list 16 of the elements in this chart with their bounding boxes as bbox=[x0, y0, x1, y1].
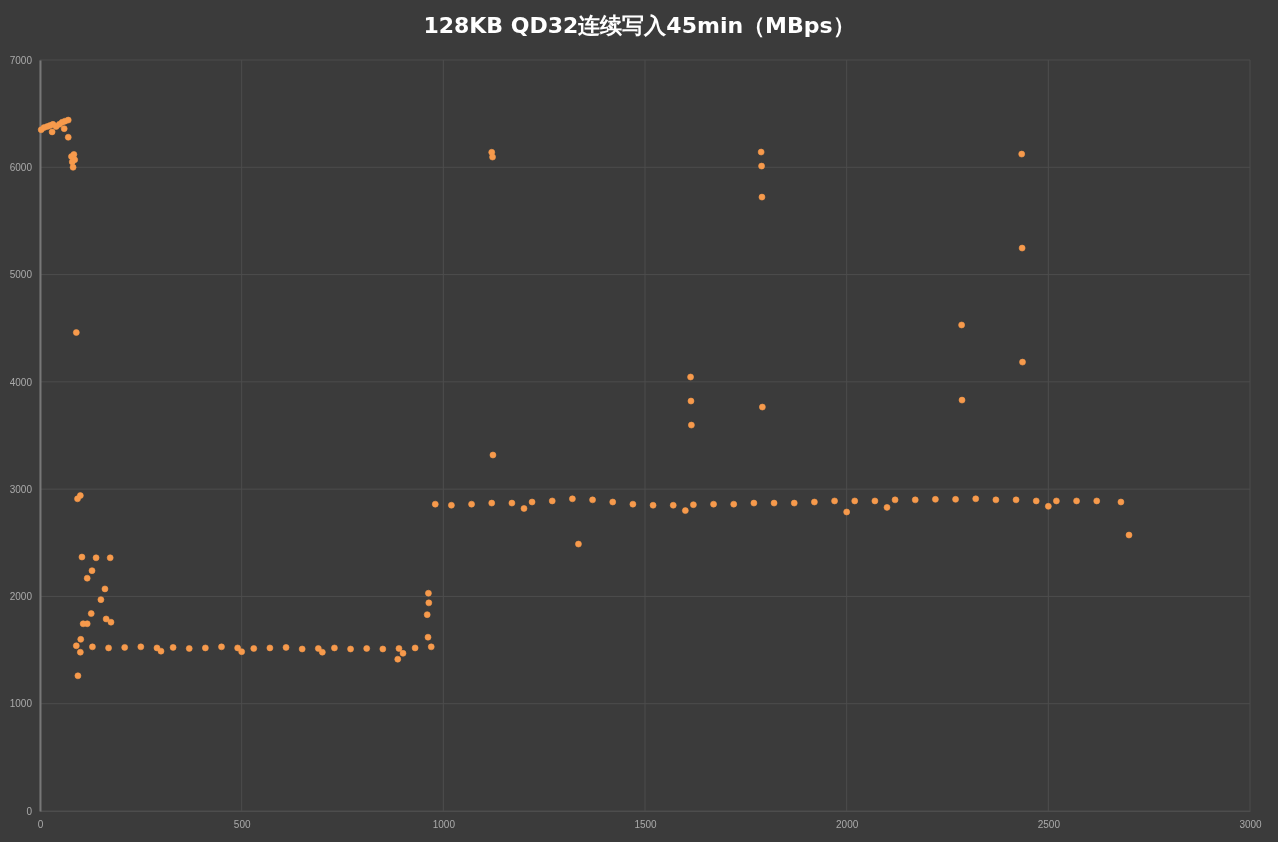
x-tick-label: 500 bbox=[233, 819, 251, 831]
x-tick-label: 1000 bbox=[432, 819, 456, 831]
y-tick-label: 2000 bbox=[9, 591, 33, 603]
x-tick-label: 0 bbox=[37, 819, 44, 831]
x-tick-label: 2000 bbox=[836, 819, 859, 831]
y-tick-label: 4000 bbox=[9, 376, 33, 388]
y-tick-label: 0 bbox=[26, 805, 33, 817]
y-tick-label: 6000 bbox=[9, 161, 33, 173]
y-tick-label: 5000 bbox=[9, 269, 33, 281]
y-tick-label: 3000 bbox=[9, 483, 33, 495]
y-tick-label: 7000 bbox=[9, 54, 33, 66]
x-tick-label: 1500 bbox=[634, 819, 658, 831]
x-tick-label: 2500 bbox=[1037, 819, 1061, 831]
x-tick-label: 3000 bbox=[1239, 819, 1263, 831]
chart-title: 128KB QD32连续写入45min（MBps） bbox=[423, 13, 855, 38]
y-tick-label: 1000 bbox=[9, 698, 33, 710]
